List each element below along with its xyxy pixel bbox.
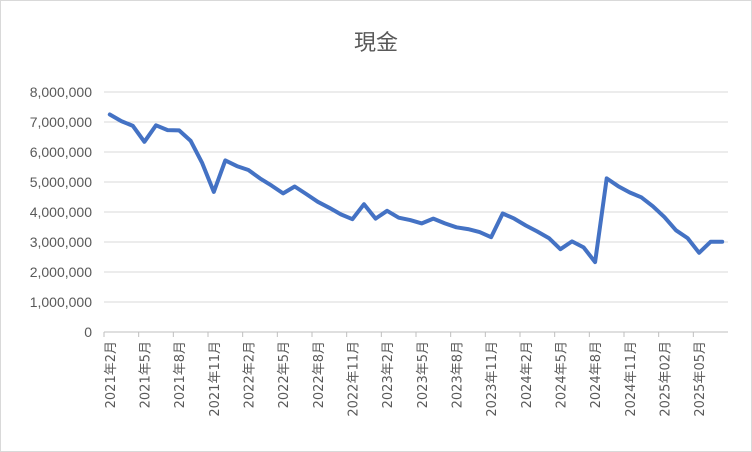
x-tick-label: 2022年2月: [242, 341, 257, 408]
x-tick-label: 2022年11月: [346, 341, 361, 417]
x-tick-label: 2021年2月: [104, 341, 119, 408]
x-tick-label: 2022年5月: [277, 341, 292, 408]
x-tick-label: 2024年2月: [520, 341, 535, 408]
series-cash: [107, 112, 725, 265]
x-tick-label: 2024年5月: [554, 341, 569, 408]
y-tick-label: 4,000,000: [30, 204, 92, 220]
x-tick-label: 2025年05月: [693, 341, 708, 417]
y-tick-label: 7,000,000: [30, 114, 92, 130]
y-tick-label: 1,000,000: [30, 294, 92, 310]
y-tick-label: 3,000,000: [30, 234, 92, 250]
x-tick-label: 2021年11月: [208, 341, 223, 417]
x-axis-tick-labels: 2021年2月 2021年5月 2021年8月 2021年11月 2022年2月 2022…: [104, 341, 708, 417]
y-tick-label: 6,000,000: [30, 144, 92, 160]
x-tick-label: 2025年02月: [658, 341, 673, 417]
y-tick-label: 0: [84, 324, 92, 340]
x-tick-label: 2021年8月: [173, 341, 188, 408]
x-axis: [103, 331, 728, 337]
x-tick-label: 2024年11月: [624, 341, 639, 417]
chart-title: 現金: [354, 31, 398, 56]
x-tick-label: 2023年8月: [450, 341, 465, 408]
x-tick-label: 2023年2月: [381, 341, 396, 408]
x-tick-label: 2022年8月: [312, 341, 327, 408]
y-axis-tick-labels: 0 1,000,000 2,000,000 3,000,000 4,000,000 5,0…: [30, 84, 93, 340]
y-tick-label: 2,000,000: [30, 264, 92, 280]
x-tick-label: 2023年11月: [485, 341, 500, 417]
x-tick-label: 2021年5月: [138, 341, 153, 408]
gridlines: [104, 91, 728, 303]
series-line-cash: [107, 112, 725, 265]
y-tick-label: 8,000,000: [30, 84, 92, 100]
x-tick-label: 2023年5月: [416, 341, 431, 408]
x-tick-label: 2024年8月: [589, 341, 604, 408]
y-tick-label: 5,000,000: [30, 174, 92, 190]
